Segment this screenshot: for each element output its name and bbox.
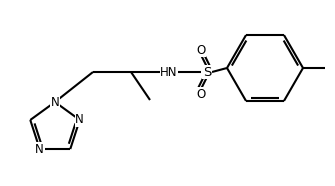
- Text: N: N: [51, 95, 59, 108]
- Text: HN: HN: [160, 65, 178, 78]
- Text: S: S: [203, 65, 211, 78]
- Text: N: N: [36, 142, 44, 155]
- Text: O: O: [196, 44, 206, 57]
- Text: O: O: [196, 87, 206, 100]
- Text: N: N: [75, 113, 84, 126]
